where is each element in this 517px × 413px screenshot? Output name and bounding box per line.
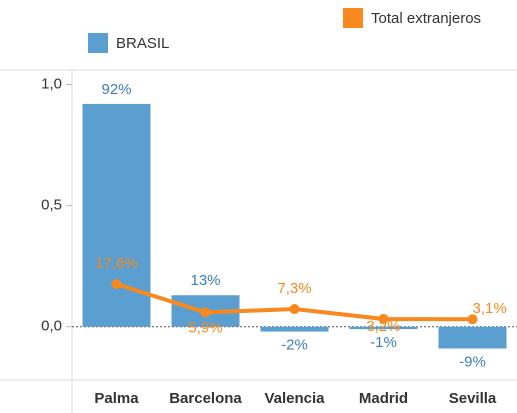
bar-label: -2% bbox=[281, 337, 308, 354]
line-label: 7,3% bbox=[277, 280, 311, 297]
line-point bbox=[467, 314, 478, 325]
bar-label: 13% bbox=[190, 272, 220, 289]
line-point bbox=[289, 304, 300, 315]
legend-swatch bbox=[88, 33, 108, 53]
x-tick-label: Sevilla bbox=[449, 390, 497, 407]
line-label: 17,6% bbox=[95, 255, 138, 272]
line-point bbox=[111, 279, 122, 290]
line-point bbox=[200, 307, 211, 318]
bar-label: -9% bbox=[459, 353, 486, 370]
line-label: 5,9% bbox=[188, 319, 222, 336]
x-tick-label: Barcelona bbox=[169, 390, 242, 407]
y-tick-label: 0,0 bbox=[41, 318, 62, 335]
x-tick-label: Madrid bbox=[359, 390, 408, 407]
line-point bbox=[378, 313, 389, 324]
bar bbox=[349, 326, 418, 330]
bar bbox=[260, 326, 329, 332]
legend-label: Total extranjeros bbox=[371, 10, 481, 27]
legend-swatch bbox=[343, 8, 363, 28]
y-tick-label: 1,0 bbox=[41, 76, 62, 93]
y-tick-label: 0,5 bbox=[41, 197, 62, 214]
x-tick-label: Valencia bbox=[264, 390, 325, 407]
x-tick-label: Palma bbox=[94, 390, 139, 407]
line-label: 3,1% bbox=[473, 300, 507, 317]
line-label: 3,2% bbox=[366, 318, 400, 335]
legend-label: BRASIL bbox=[116, 35, 169, 52]
bar bbox=[438, 326, 507, 349]
bar-label: -1% bbox=[370, 334, 397, 351]
bar-label: 92% bbox=[101, 81, 131, 98]
